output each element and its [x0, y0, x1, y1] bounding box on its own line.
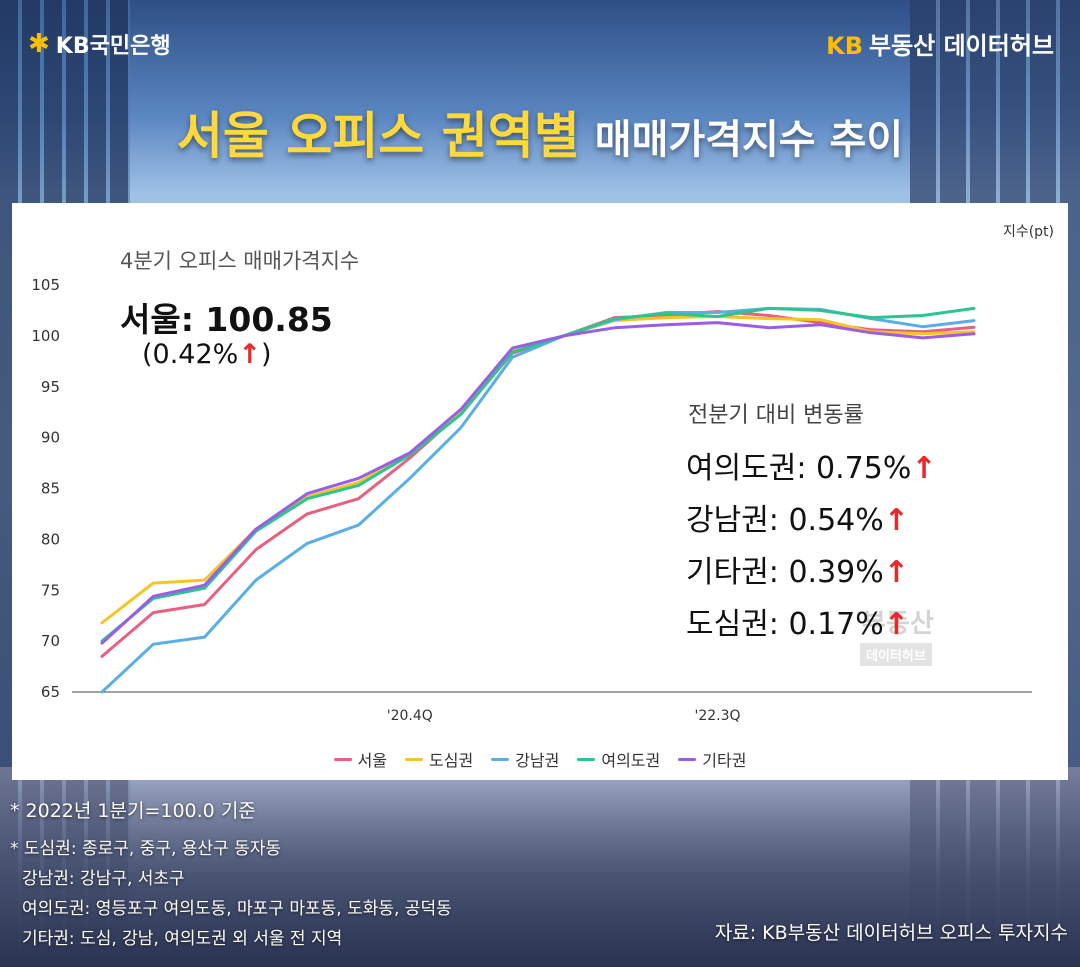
legend-label: 기타권	[702, 751, 747, 770]
legend-item-gita: 기타권	[678, 747, 746, 771]
dod-item-label: 도심권: 0.17%	[686, 607, 884, 642]
title-main: 서울 오피스 권역별	[176, 107, 580, 165]
y-tick-label: 80	[41, 530, 60, 548]
y-tick-label: 75	[41, 581, 60, 599]
background-cityscape	[0, 767, 1080, 967]
y-tick-label: 65	[41, 683, 60, 701]
up-arrow-icon: ↑	[883, 607, 909, 642]
legend-swatch	[678, 757, 697, 761]
dod-item-label: 여의도권: 0.75%	[686, 451, 912, 486]
series-line-4	[100, 321, 976, 645]
watermark-sub: 데이터허브	[860, 643, 932, 666]
dod-item-dosim: 도심권: 0.17%↑	[686, 599, 909, 643]
footnote-dosim: * 도심권: 종로구, 중구, 용산구 동자동	[10, 839, 282, 859]
legend-item-seoul: 서울	[333, 747, 388, 771]
legend-label: 도심권	[429, 751, 474, 770]
y-tick-label: 90	[41, 429, 60, 447]
seoul-change-value: (0.42%	[142, 339, 239, 370]
title-sub: 매매가격지수 추이	[594, 117, 904, 163]
seoul-value: 서울: 100.85	[120, 300, 333, 339]
y-tick-label: 85	[41, 480, 60, 498]
dod-item-yeouido: 여의도권: 0.75%↑	[686, 443, 937, 487]
kb-bank-label: KB국민은행	[55, 34, 171, 59]
hub-brand: KB 부동산 데이터허브	[826, 26, 1054, 61]
seoul-change: (0.42%↑)	[142, 339, 271, 370]
q4-title: 4분기 오피스 매매가격지수	[120, 249, 360, 273]
legend-swatch	[491, 757, 510, 761]
top-bar: ✱ KB국민은행 KB 부동산 데이터허브	[0, 24, 1080, 64]
y-axis-unit: 지수(pt)	[1002, 224, 1054, 240]
kb-star-icon: ✱	[28, 29, 50, 59]
line-chart: 65 70 75 80 85 90 95 100 105 '20.4Q '22.3Q	[31, 276, 1032, 724]
legend-label: 여의도권	[601, 751, 661, 770]
hub-brand-label: 부동산 데이터허브	[869, 32, 1054, 60]
hub-brand-kb: KB	[826, 32, 863, 60]
legend-swatch	[577, 757, 596, 761]
legend-item-gangnam: 강남권	[491, 747, 559, 771]
dod-item-label: 기타권: 0.39%	[686, 555, 884, 590]
y-tick-label: 100	[31, 327, 60, 345]
footnote-gita: 기타권: 도심, 강남, 여의도권 외 서울 전 지역	[22, 929, 343, 949]
x-tick-label: '20.4Q	[387, 708, 433, 724]
legend-swatch	[333, 757, 352, 761]
dod-item-gangnam: 강남권: 0.54%↑	[686, 495, 909, 539]
legend-item-yeouido: 여의도권	[577, 747, 660, 771]
x-tick-label: '22.3Q	[695, 708, 741, 724]
legend-item-dosim: 도심권	[405, 747, 473, 771]
up-arrow-icon: ↑	[883, 503, 909, 538]
dod-item-gita: 기타권: 0.39%↑	[686, 547, 909, 591]
seoul-change-close: )	[260, 339, 272, 370]
footnote-yeouido: 여의도권: 영등포구 여의도동, 마포구 마포동, 도화동, 공덕동	[22, 899, 452, 919]
y-tick-label: 70	[41, 632, 60, 650]
up-arrow-icon: ↑	[883, 555, 909, 590]
y-tick-label: 95	[41, 378, 60, 396]
dod-item-label: 강남권: 0.54%	[686, 503, 884, 538]
legend-label: 강남권	[515, 751, 560, 770]
watermark-logo: 부동산	[862, 609, 934, 639]
chart-legend: 서울 도심권 강남권 여의도권 기타권	[12, 747, 1068, 771]
up-arrow-icon: ↑	[238, 339, 261, 370]
chart-panel: 65 70 75 80 85 90 95 100 105'20.4Q '22.3Q 지수(pt) …	[12, 203, 1068, 780]
footnote-base: * 2022년 1분기=100.0 기준	[10, 800, 256, 822]
kb-bank-logo: ✱ KB국민은행	[28, 28, 171, 60]
y-tick-label: 105	[31, 276, 60, 294]
legend-swatch	[405, 757, 424, 761]
source-note: 자료: KB부동산 데이터허브 오피스 투자지수	[714, 922, 1068, 944]
up-arrow-icon: ↑	[911, 451, 937, 486]
legend-label: 서울	[357, 751, 388, 770]
dod-title: 전분기 대비 변동률	[688, 403, 864, 428]
page-title: 서울 오피스 권역별 매매가격지수 추이	[0, 96, 1080, 168]
footnote-gangnam: 강남권: 강남구, 서초구	[22, 869, 185, 889]
